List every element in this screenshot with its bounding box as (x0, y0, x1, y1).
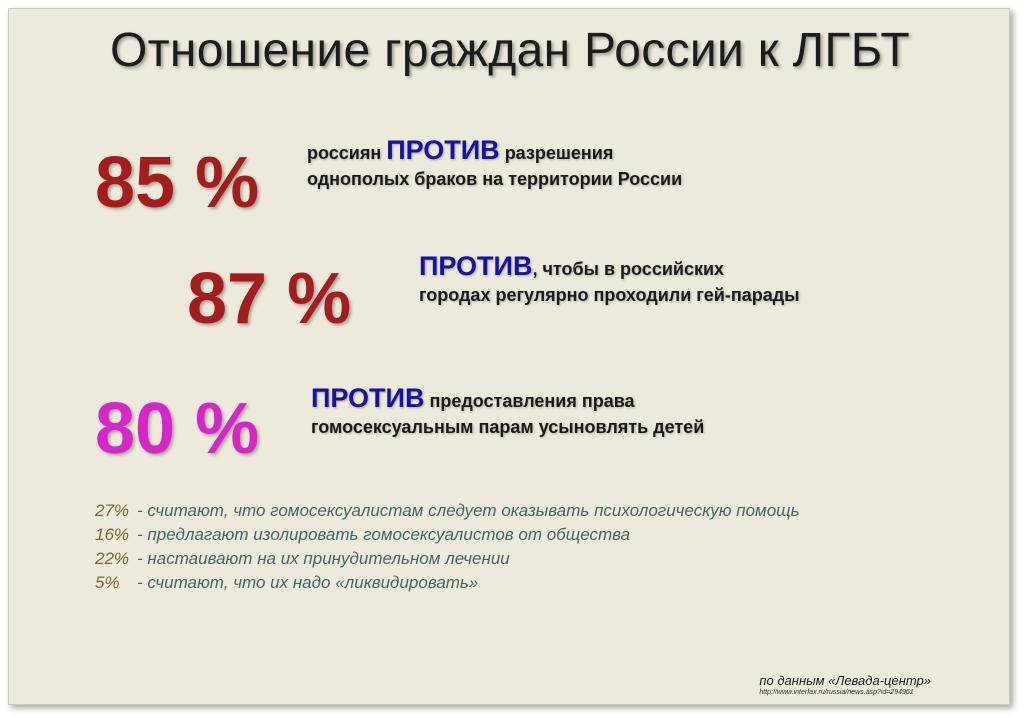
stat-percent-1: 85 % (95, 143, 260, 223)
note-item: 16% - предлагают изолировать гомосексуали… (95, 523, 800, 547)
stat-1-keyword: ПРОТИВ (386, 135, 500, 165)
note-text: - считают, что их надо «ликвидировать» (137, 573, 479, 592)
source-url[interactable]: http://www.interfax.ru/russia/news.asp?i… (759, 689, 914, 696)
page-title: Отношение граждан России к ЛГБТ (110, 24, 910, 77)
stat-statement-2: ПРОТИВ, чтобы в российских городах регул… (419, 253, 800, 308)
stat-percent-2: 87 % (187, 259, 352, 339)
stat-2-line-2: городах регулярно проходили гей-парады (419, 285, 800, 305)
note-item: 27% - считают, что гомосексуалистам следу… (95, 499, 800, 523)
stat-3-text-after: предоставления права (424, 391, 635, 411)
stat-1-line-1: россиян ПРОТИВ разрешения (307, 137, 682, 166)
stat-3-line-1: ПРОТИВ предоставления права (311, 385, 704, 414)
source-attribution: по данным «Левада-центр» http://www.inte… (759, 673, 931, 696)
stat-3-keyword: ПРОТИВ (311, 383, 425, 413)
stat-statement-1: россиян ПРОТИВ разрешения однополых брак… (307, 137, 682, 192)
stat-1-line-2: однополых браков на территории России (307, 169, 683, 189)
stat-1-text-before: россиян (307, 143, 387, 163)
stat-2-keyword: ПРОТИВ (419, 251, 533, 281)
note-percent: 27% (95, 501, 130, 520)
note-percent: 5% (95, 573, 120, 592)
note-percent: 16% (95, 525, 130, 544)
stat-statement-3: ПРОТИВ предоставления права гомосексуаль… (311, 385, 704, 440)
note-percent: 22% (95, 549, 130, 568)
stat-percent-3: 80 % (95, 389, 260, 469)
infographic-card: Отношение граждан России к ЛГБТ 85 % рос… (8, 8, 1010, 705)
note-text: - настаивают на их принудительном лечени… (137, 549, 510, 568)
source-label: по данным «Левада-центр» (759, 673, 931, 688)
note-item: 5% - считают, что их надо «ликвидировать» (95, 571, 800, 595)
stat-3-line-2: гомосексуальным парам усыновлять детей (311, 417, 705, 437)
stat-2-text-after: , чтобы в российских (532, 259, 725, 279)
stat-1-text-after: разрешения (499, 143, 614, 163)
notes-list: 27% - считают, что гомосексуалистам следу… (95, 499, 800, 595)
stat-2-line-1: ПРОТИВ, чтобы в российских (419, 253, 800, 282)
note-item: 22% - настаивают на их принудительном леч… (95, 547, 800, 571)
note-text: - считают, что гомосексуалистам следует … (137, 501, 800, 520)
note-text: - предлагают изолировать гомосексуалисто… (137, 525, 631, 544)
